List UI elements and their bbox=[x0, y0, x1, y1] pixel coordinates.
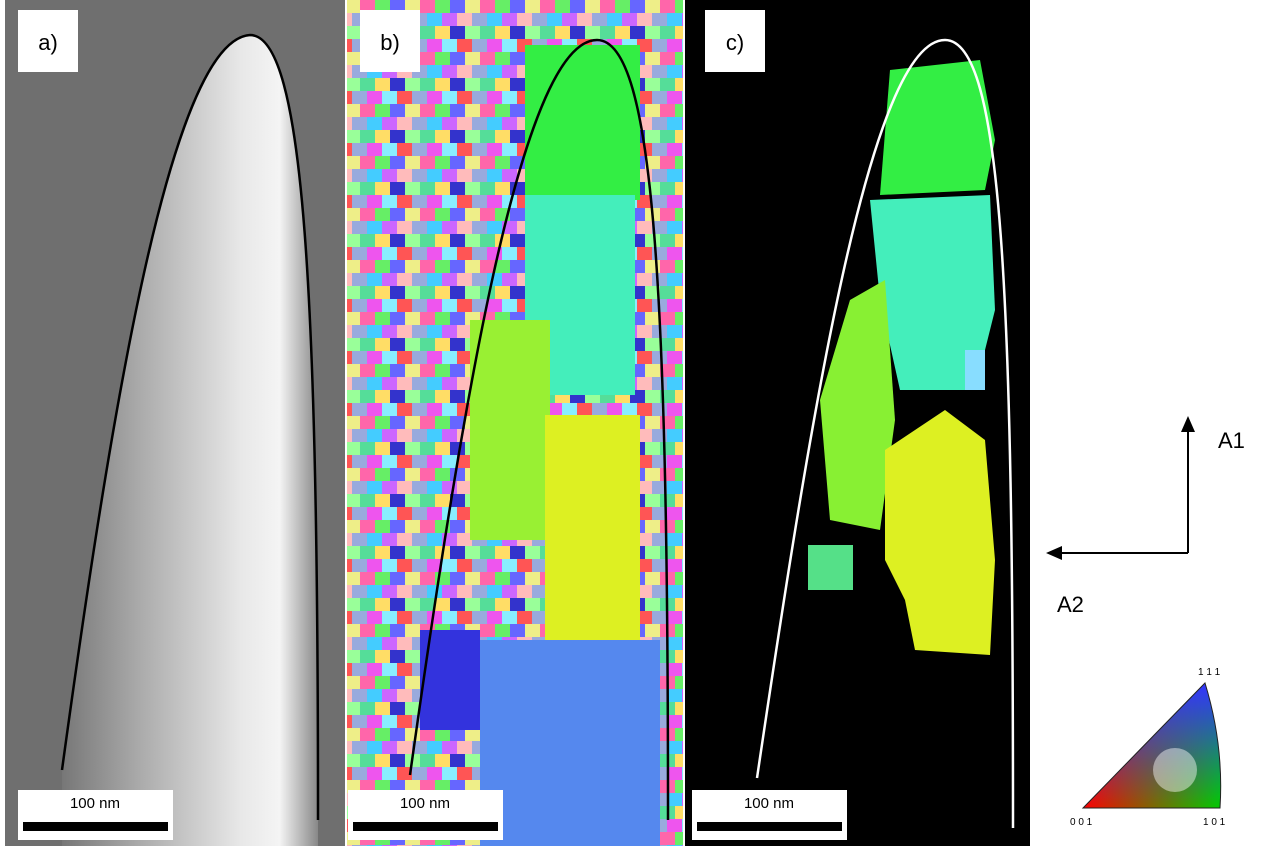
axis-label: A1 bbox=[1218, 428, 1245, 453]
scale-label: 100 nm bbox=[400, 795, 450, 812]
ipf-triangle-overlay bbox=[1083, 683, 1221, 808]
ipf-highlight bbox=[1153, 748, 1197, 792]
grain bbox=[525, 45, 640, 200]
ipf-key: 1 1 1 0 0 1 1 0 1 bbox=[1070, 667, 1226, 828]
ipf-label: 0 0 1 bbox=[1070, 817, 1093, 828]
scale-bar bbox=[697, 822, 842, 831]
grain bbox=[480, 640, 660, 846]
scale-bar bbox=[23, 822, 168, 831]
grain bbox=[808, 545, 853, 590]
figure: a) 100 nm b) 100 nm c) 100 nm A1 A2 1 1 … bbox=[0, 0, 1261, 846]
panel-label: b) bbox=[380, 30, 400, 55]
grain bbox=[545, 415, 640, 640]
scale-label: 100 nm bbox=[744, 795, 794, 812]
scale-bar bbox=[353, 822, 498, 831]
ipf-label: 1 0 1 bbox=[1203, 817, 1226, 828]
scale-label: 100 nm bbox=[70, 795, 120, 812]
panel-b bbox=[347, 0, 683, 846]
arrowhead bbox=[1046, 546, 1062, 560]
panel-label: a) bbox=[38, 30, 58, 55]
panel-label: c) bbox=[726, 30, 744, 55]
panel-c bbox=[685, 0, 1030, 846]
ipf-label: 1 1 1 bbox=[1198, 667, 1221, 678]
grain bbox=[965, 350, 985, 390]
grain bbox=[470, 320, 550, 540]
arrowhead bbox=[1181, 416, 1195, 432]
panel-a bbox=[5, 0, 345, 846]
axis-label: A2 bbox=[1057, 592, 1084, 617]
axes: A1 A2 bbox=[1046, 416, 1245, 617]
